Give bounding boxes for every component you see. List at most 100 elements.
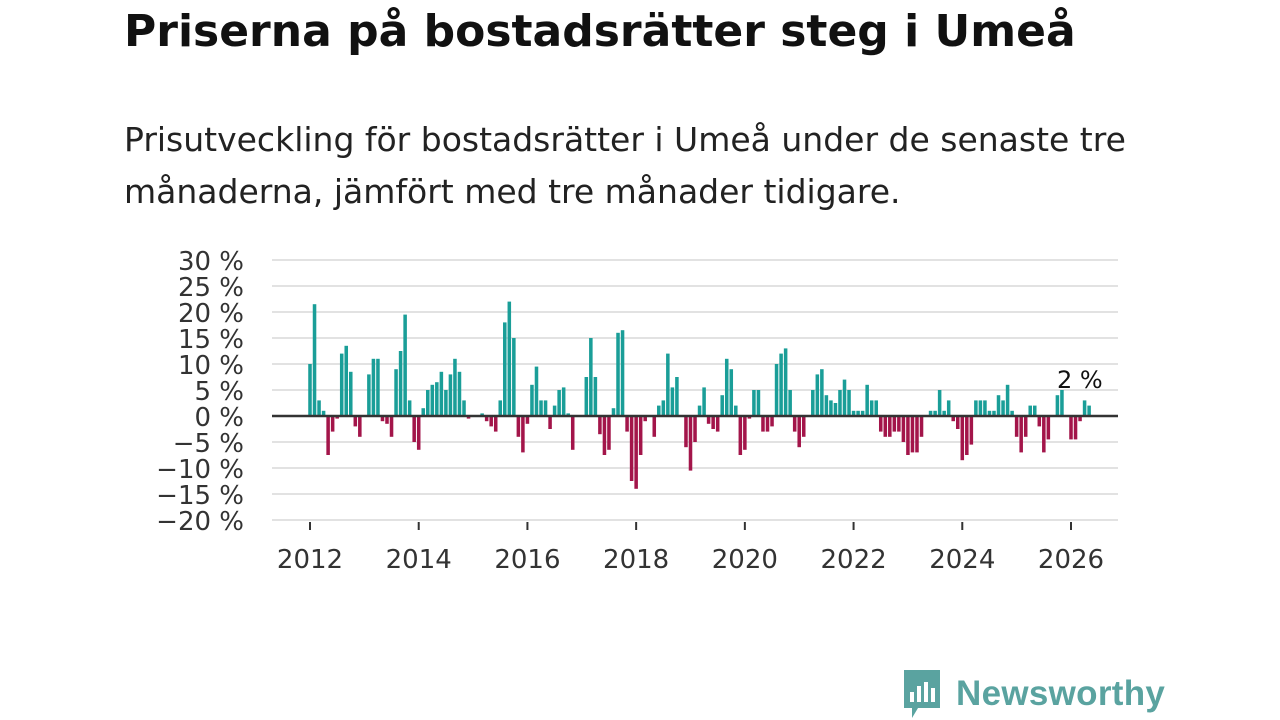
bar (955, 416, 960, 429)
bar (1037, 416, 1042, 427)
bar (770, 416, 774, 427)
bar (869, 400, 874, 416)
x-tick-label: 2024 (929, 545, 995, 575)
bar (421, 408, 426, 416)
y-tick-label: −15 % (156, 481, 244, 511)
bar (897, 416, 901, 432)
bar (616, 332, 620, 416)
y-tick-label: 5 % (194, 377, 244, 407)
bar (706, 416, 711, 424)
bar (557, 390, 561, 416)
chart-subtitle: Prisutveckling för bostadsrätter i Umeå … (124, 120, 1126, 211)
bar (489, 416, 493, 427)
bar (734, 405, 738, 416)
bar (308, 364, 312, 416)
bar (398, 351, 403, 416)
bar (657, 405, 661, 416)
y-tick-label: 15 % (178, 325, 244, 355)
bar (1082, 400, 1087, 416)
bar (978, 400, 983, 416)
bar (743, 416, 747, 450)
bar (317, 400, 321, 416)
bar (992, 410, 996, 416)
bar (503, 322, 507, 416)
bar (321, 410, 326, 416)
bar (983, 400, 987, 416)
bar (901, 416, 906, 442)
bar (1078, 416, 1082, 422)
bar (371, 358, 376, 416)
bar (711, 416, 715, 429)
bar (783, 348, 788, 416)
bar (815, 374, 820, 416)
bar (625, 416, 629, 432)
bar (878, 416, 883, 432)
bar (448, 374, 453, 416)
bar (951, 416, 955, 422)
y-tick-label: 20 % (178, 299, 244, 329)
newsworthy-logo-icon (904, 670, 940, 718)
bar (466, 416, 471, 419)
bar (811, 390, 815, 416)
bar (829, 400, 833, 416)
bar (330, 416, 335, 432)
bar (888, 416, 892, 437)
bar (724, 358, 729, 416)
bar (462, 400, 466, 416)
bar (498, 400, 503, 416)
bar (611, 408, 616, 416)
bar (684, 416, 688, 448)
bar (312, 304, 317, 416)
bar (792, 416, 797, 432)
bar (1060, 390, 1064, 416)
bar (326, 416, 330, 455)
bar (457, 371, 462, 416)
bar (987, 410, 992, 416)
bar (570, 416, 575, 450)
bar (919, 416, 924, 437)
bar (851, 410, 856, 416)
bar (521, 416, 525, 453)
bar (548, 416, 552, 429)
bar (480, 413, 484, 416)
bar (965, 416, 969, 455)
bar (797, 416, 801, 448)
bar (507, 301, 512, 416)
bar (453, 358, 457, 416)
bar (598, 416, 602, 435)
bar (516, 416, 521, 437)
bar (593, 377, 598, 416)
chart-title: Priserna på bostadsrätter steg i Umeå (124, 6, 1076, 57)
bar (380, 416, 385, 422)
newsworthy-logo-text: Newsworthy (956, 674, 1166, 713)
bar (1023, 416, 1028, 437)
bar (566, 413, 570, 416)
bar (525, 416, 530, 424)
bar (697, 405, 702, 416)
x-tick-label: 2012 (277, 545, 343, 575)
bar (1010, 410, 1014, 416)
last-value-annotation: 2 % (1057, 366, 1103, 394)
bar (865, 384, 869, 416)
bar (842, 379, 847, 416)
bar (561, 387, 566, 416)
bar (530, 384, 534, 416)
bar (906, 416, 910, 455)
x-tick-label: 2022 (820, 545, 886, 575)
bar (752, 390, 756, 416)
bar (349, 371, 353, 416)
bar (765, 416, 770, 432)
bar (534, 366, 539, 416)
bar (1028, 405, 1032, 416)
bar (358, 416, 362, 437)
bar (344, 345, 349, 416)
bar (715, 416, 720, 432)
bar (430, 384, 435, 416)
bar (1069, 416, 1073, 440)
bar (974, 400, 978, 416)
bar (629, 416, 634, 481)
bar (860, 410, 865, 416)
x-tick-label: 2014 (386, 545, 452, 575)
bar (910, 416, 915, 453)
